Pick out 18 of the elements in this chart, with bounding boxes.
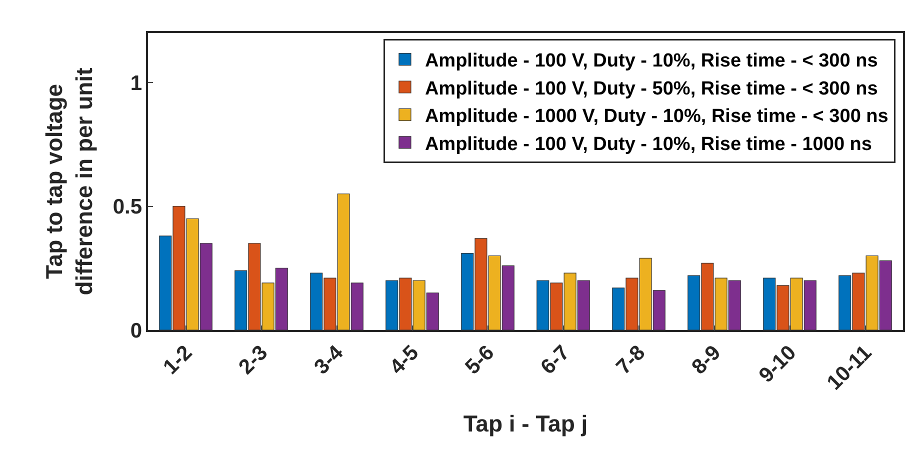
x-tick-label: 3-4 [310,340,348,379]
x-tick-label: 7-8 [612,340,650,379]
legend-label: Amplitude - 100 V, Duty - 10%, Rise time - < 300 ns [424,50,878,72]
y-tick-label: 0 [130,319,142,342]
y-tick-label: 1 [130,72,142,95]
y-tick-label: 0.5 [112,196,142,219]
x-tick-label: 4-5 [385,340,424,379]
legend-label: Amplitude - 1000 V, Duty - 10%, Rise time - < 300 ns [424,106,888,128]
x-tick-label: 9-10 [754,341,801,388]
legend-label: Amplitude - 100 V, Duty - 10%, Rise time - 1000 ns [424,134,872,155]
x-tick-label: 5-6 [460,341,499,379]
x-tick-label: 6-7 [536,341,574,379]
x-tick-label: 1-2 [158,341,197,379]
legend-label: Amplitude - 100 V, Duty - 50%, Rise time - < 300 ns [424,78,878,100]
x-tick-label: 2-3 [234,341,272,379]
x-tick-label: 8-9 [687,341,726,379]
y-axis-title: Tap to tap voltage difference in per unit [40,67,97,296]
x-axis-title: Tap i - Tap j [463,410,588,437]
